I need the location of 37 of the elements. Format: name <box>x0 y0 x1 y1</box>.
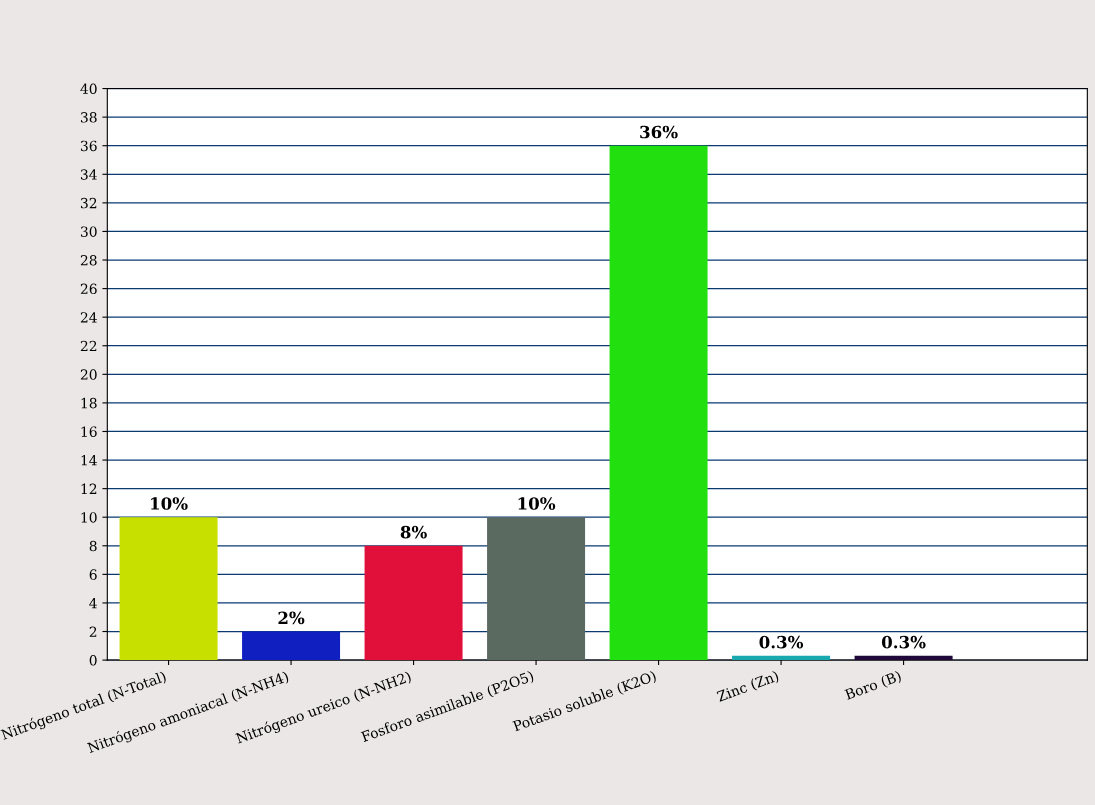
y-tick-label: 10 <box>81 512 97 523</box>
x-tick-label: Boro (B) <box>844 670 903 702</box>
y-tick-label: 2 <box>89 626 97 637</box>
y-tick-label: 8 <box>89 540 97 552</box>
data-label: 2% <box>278 611 305 625</box>
y-tick-label: 22 <box>80 340 97 352</box>
bar <box>242 631 341 661</box>
x-tick-label: Zinc (Zn) <box>716 670 780 704</box>
data-label: 10% <box>151 497 188 510</box>
y-tick-label: 36 <box>80 140 97 152</box>
y-tick-label: 24 <box>80 312 97 323</box>
y-tick-label: 40 <box>80 83 97 95</box>
y-tick-label: 0 <box>89 655 97 666</box>
y-tick-label: 32 <box>80 197 97 209</box>
data-label: 8% <box>400 525 427 539</box>
y-tick-label: 34 <box>80 169 97 180</box>
y-tick-label: 4 <box>89 597 97 609</box>
bar <box>854 655 953 661</box>
data-label: 10% <box>518 497 556 510</box>
bar <box>119 517 218 661</box>
y-tick-label: 38 <box>80 112 97 123</box>
y-tick-label: 30 <box>80 226 97 237</box>
bar <box>609 145 708 661</box>
y-tick-label: 18 <box>81 397 97 409</box>
y-tick-label: 16 <box>81 426 97 437</box>
bar <box>487 517 586 661</box>
y-tick-label: 26 <box>80 283 97 295</box>
bar <box>732 655 831 661</box>
y-tick-label: 28 <box>80 254 97 266</box>
data-label: 0.3% <box>759 635 804 649</box>
y-tick-label: 14 <box>81 455 97 466</box>
y-tick-label: 12 <box>81 483 97 494</box>
data-label: 0.3% <box>881 635 926 649</box>
y-tick-label: 6 <box>89 569 97 580</box>
data-label: 36% <box>640 125 678 139</box>
bar <box>364 545 463 661</box>
y-tick-label: 20 <box>80 369 97 380</box>
